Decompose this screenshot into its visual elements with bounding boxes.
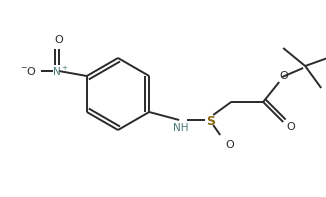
Text: O: O: [226, 140, 234, 150]
Text: NH: NH: [173, 123, 189, 133]
Text: S: S: [206, 114, 215, 127]
Text: O: O: [280, 71, 289, 81]
Text: $^{-}$O: $^{-}$O: [20, 65, 37, 77]
Text: N$^+$: N$^+$: [52, 64, 68, 78]
Text: O: O: [287, 122, 296, 132]
Text: O: O: [54, 35, 63, 45]
